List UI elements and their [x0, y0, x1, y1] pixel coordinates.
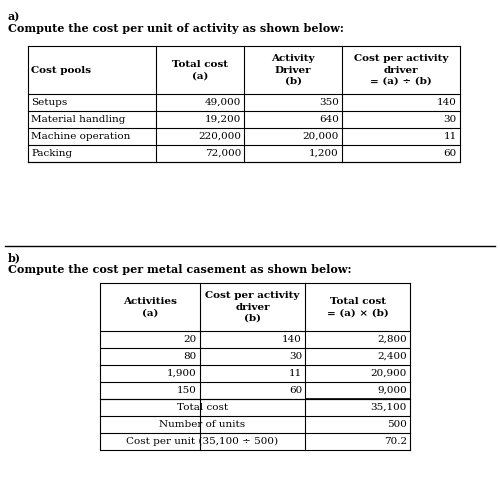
Text: Compute the cost per metal casement as shown below:: Compute the cost per metal casement as s…	[8, 264, 352, 275]
Text: 150: 150	[177, 386, 197, 395]
Text: a): a)	[8, 11, 20, 22]
Text: Machine operation: Machine operation	[31, 132, 130, 141]
Text: 19,200: 19,200	[204, 115, 241, 124]
Text: 500: 500	[387, 420, 407, 429]
Text: 20,000: 20,000	[302, 132, 339, 141]
Text: Cost per activity
driver
(b): Cost per activity driver (b)	[206, 292, 300, 323]
Text: Total cost
(a): Total cost (a)	[172, 60, 228, 80]
Text: 20,900: 20,900	[370, 369, 407, 378]
Text: 80: 80	[184, 352, 197, 361]
Text: 9,000: 9,000	[378, 386, 407, 395]
Text: Compute the cost per unit of activity as shown below:: Compute the cost per unit of activity as…	[8, 23, 344, 34]
Text: Setups: Setups	[31, 98, 67, 107]
Text: 640: 640	[319, 115, 339, 124]
Text: 1,200: 1,200	[309, 149, 339, 158]
Text: Number of units: Number of units	[160, 420, 246, 429]
Text: 350: 350	[319, 98, 339, 107]
Text: 35,100: 35,100	[370, 403, 407, 412]
Text: 220,000: 220,000	[198, 132, 241, 141]
Text: 60: 60	[289, 386, 302, 395]
Text: Cost per activity
driver
= (a) ÷ (b): Cost per activity driver = (a) ÷ (b)	[354, 55, 448, 86]
Text: 30: 30	[444, 115, 457, 124]
Text: Activity
Driver
(b): Activity Driver (b)	[271, 55, 315, 86]
Text: 11: 11	[289, 369, 302, 378]
Text: 30: 30	[289, 352, 302, 361]
Text: 140: 140	[437, 98, 457, 107]
Text: Total cost
= (a) × (b): Total cost = (a) × (b)	[326, 297, 388, 317]
Text: 20: 20	[184, 335, 197, 344]
Text: Packing: Packing	[31, 149, 72, 158]
Text: Total cost: Total cost	[177, 403, 228, 412]
Text: 72,000: 72,000	[204, 149, 241, 158]
Text: b): b)	[8, 252, 21, 263]
Text: Material handling: Material handling	[31, 115, 126, 124]
Text: 70.2: 70.2	[384, 437, 407, 446]
Text: 11: 11	[444, 132, 457, 141]
Text: 60: 60	[444, 149, 457, 158]
Text: 49,000: 49,000	[204, 98, 241, 107]
Text: 1,900: 1,900	[167, 369, 197, 378]
Text: Cost per unit (35,100 ÷ 500): Cost per unit (35,100 ÷ 500)	[126, 437, 278, 446]
Text: 140: 140	[282, 335, 302, 344]
Text: 2,800: 2,800	[378, 335, 407, 344]
Text: 2,400: 2,400	[378, 352, 407, 361]
Text: Activities
(a): Activities (a)	[123, 297, 177, 317]
Text: Cost pools: Cost pools	[31, 66, 91, 75]
